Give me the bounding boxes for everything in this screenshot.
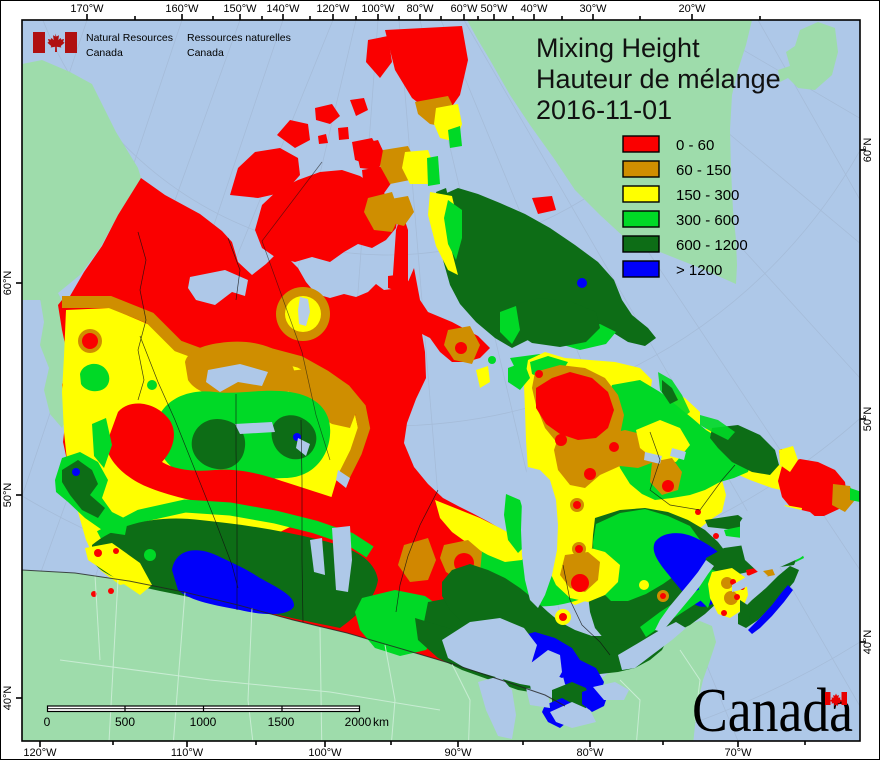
svg-text:Ressources naturelles: Ressources naturelles [187,32,291,44]
svg-text:100°W: 100°W [308,747,342,759]
svg-text:40°N: 40°N [2,686,14,711]
svg-text:40°N: 40°N [862,630,874,655]
svg-text:1000: 1000 [190,715,217,729]
svg-text:160°W: 160°W [165,3,199,15]
svg-text:Natural Resources: Natural Resources [86,32,173,44]
svg-text:30°W: 30°W [579,3,607,15]
svg-text:140°W: 140°W [266,3,300,15]
svg-text:600 - 1200: 600 - 1200 [676,237,748,254]
svg-text:Canada: Canada [187,47,224,59]
svg-text:km: km [373,715,389,729]
svg-text:150°W: 150°W [223,3,257,15]
svg-text:80°W: 80°W [576,747,604,759]
svg-text:80°W: 80°W [406,3,434,15]
svg-text:60°N: 60°N [2,271,14,296]
svg-text:70°W: 70°W [724,747,752,759]
svg-text:100°W: 100°W [361,3,395,15]
svg-text:90°W: 90°W [444,747,472,759]
svg-text:0: 0 [44,715,51,729]
svg-text:50°N: 50°N [862,407,874,432]
svg-text:0 - 60: 0 - 60 [676,137,714,154]
svg-text:110°W: 110°W [171,747,204,759]
svg-text:60°N: 60°N [862,138,874,163]
svg-text:60 - 150: 60 - 150 [676,162,731,179]
svg-text:60°W: 60°W [450,3,478,15]
svg-text:500: 500 [115,715,135,729]
svg-text:> 1200: > 1200 [676,262,722,279]
svg-text:Hauteur de mélange: Hauteur de mélange [536,64,781,94]
svg-text:Mixing Height: Mixing Height [536,33,700,63]
svg-text:120°W: 120°W [23,747,57,759]
svg-text:Canada: Canada [86,47,123,59]
svg-text:50°W: 50°W [480,3,508,15]
svg-text:170°W: 170°W [70,3,104,15]
svg-text:Canada: Canada [692,677,853,745]
svg-text:2000: 2000 [345,715,372,729]
svg-text:120°W: 120°W [316,3,350,15]
svg-text:2016-11-01: 2016-11-01 [536,95,672,125]
svg-text:40°W: 40°W [520,3,548,15]
svg-text:20°W: 20°W [678,3,706,15]
svg-text:300 - 600: 300 - 600 [676,212,739,229]
svg-text:1500: 1500 [268,715,295,729]
svg-text:150 - 300: 150 - 300 [676,187,739,204]
svg-text:50°N: 50°N [2,483,14,508]
